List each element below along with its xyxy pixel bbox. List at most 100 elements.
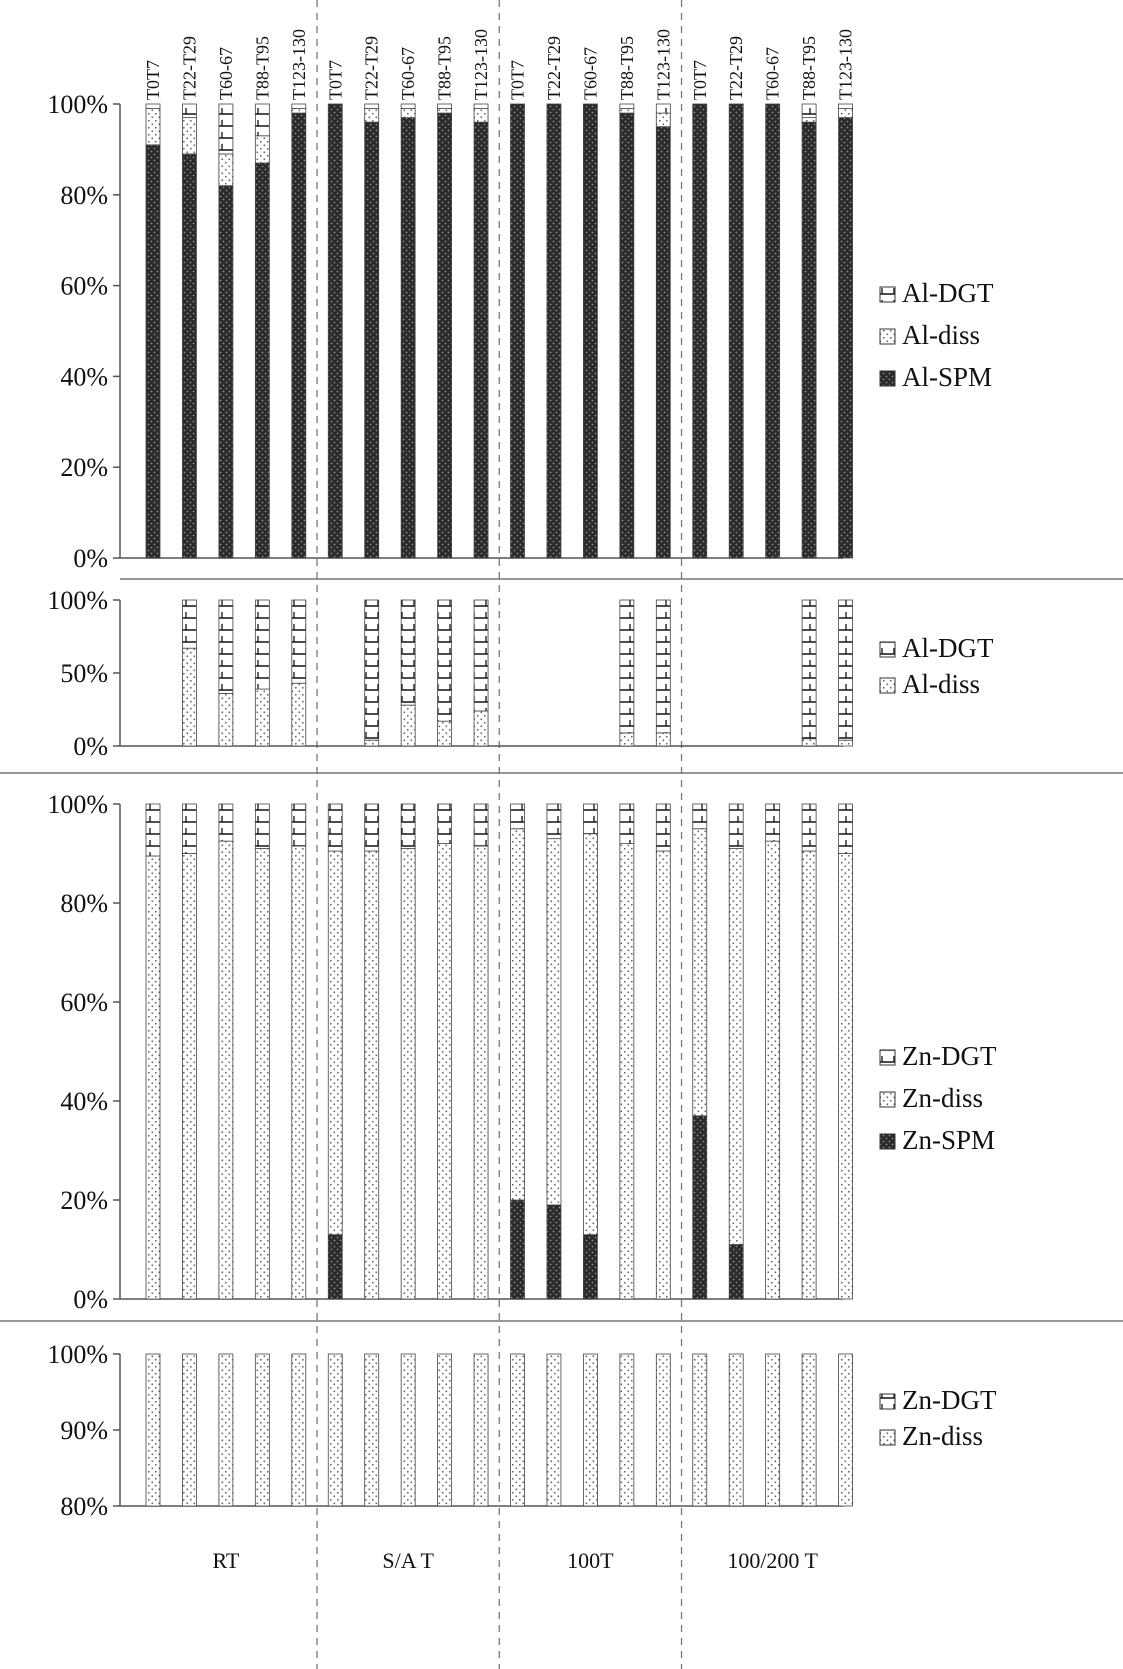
bar-segment-al-dgt	[291, 599, 307, 684]
category-label: T22-T29	[362, 36, 382, 100]
bar-segment-zn-diss	[801, 1353, 817, 1507]
bar-segment-zn-diss	[692, 1353, 708, 1507]
bar-segment-zn-diss	[838, 1353, 853, 1507]
bar-segment-zn-diss	[327, 1353, 343, 1507]
bar-segment-zn-diss	[218, 840, 234, 1300]
bar-segment-zn-diss	[655, 850, 671, 1300]
bar-segment-zn-diss	[473, 1353, 489, 1507]
bar-segment-al-spm	[182, 153, 197, 559]
category-label: T0T7	[325, 60, 345, 100]
bar-segment-al-spm	[400, 117, 416, 559]
bar-segment-zn-diss	[437, 1353, 453, 1507]
legend-swatch	[879, 1429, 896, 1446]
bar-segment-zn-diss	[254, 848, 270, 1300]
bar-segment-zn-dgt	[801, 803, 817, 852]
bar-segment-zn-dgt	[254, 803, 270, 849]
bar-segment-al-diss	[218, 153, 234, 187]
bar-segment-zn-diss	[546, 838, 562, 1206]
bar-segment-zn-spm	[583, 1234, 598, 1300]
bar-segment-al-diss	[400, 108, 416, 119]
bar-segment-zn-diss	[765, 840, 781, 1300]
y-tick-label: 100%	[47, 90, 108, 119]
bar-segment-zn-diss	[400, 848, 416, 1300]
bar-segment-al-diss	[619, 732, 635, 747]
legend-label: Al-diss	[902, 669, 980, 699]
bar-segment-al-spm	[765, 103, 781, 559]
bar-segment-al-diss	[364, 739, 380, 747]
y-tick-label: 90%	[60, 1416, 108, 1445]
category-label: T0T7	[143, 60, 163, 100]
bar-segment-zn-dgt	[510, 803, 525, 830]
bar-segment-zn-dgt	[473, 803, 489, 847]
bar-segment-zn-diss	[182, 853, 197, 1300]
bar-segment-al-dgt	[291, 103, 307, 109]
bar-segment-al-diss	[182, 647, 197, 747]
group-label: RT	[213, 1548, 240, 1573]
bar-segment-zn-dgt	[546, 803, 562, 840]
legend-label: Zn-diss	[902, 1083, 983, 1113]
category-label: T88-T95	[617, 36, 637, 100]
bar-segment-al-diss	[218, 693, 234, 747]
bar-segment-al-diss	[801, 117, 817, 123]
y-tick-label: 100%	[47, 1340, 108, 1369]
category-label: T22-T29	[544, 36, 564, 100]
bar-segment-zn-diss	[619, 843, 635, 1300]
bar-segment-al-dgt	[254, 599, 270, 690]
bar-segment-al-dgt	[473, 103, 489, 109]
bar-segment-zn-dgt	[145, 803, 161, 857]
legend-swatch	[879, 677, 896, 694]
bar-segment-zn-spm	[546, 1204, 562, 1300]
bar-segment-zn-diss	[728, 848, 744, 1245]
bar-segment-zn-diss	[583, 833, 598, 1236]
bar-segment-zn-diss	[254, 1353, 270, 1507]
bar-segment-al-spm	[655, 126, 671, 559]
bar-segment-al-diss	[291, 108, 307, 114]
y-tick-label: 0%	[73, 1285, 108, 1314]
bar-segment-zn-spm	[692, 1115, 708, 1300]
y-tick-label: 40%	[60, 362, 108, 391]
bar-segment-al-dgt	[655, 599, 671, 734]
bar-segment-al-spm	[801, 121, 817, 559]
bar-segment-zn-spm	[728, 1244, 744, 1300]
bar-segment-zn-diss	[218, 1353, 234, 1507]
category-label: T22-T29	[179, 36, 199, 100]
category-label: T60-67	[216, 47, 236, 100]
group-label: S/A T	[382, 1548, 434, 1573]
bar-segment-al-dgt	[254, 103, 270, 137]
legend-label: Zn-diss	[902, 1421, 983, 1451]
bar-segment-zn-diss	[801, 850, 817, 1300]
y-tick-label: 60%	[60, 988, 108, 1017]
bar-segment-al-diss	[655, 112, 671, 128]
group-label: 100/200 T	[727, 1548, 818, 1573]
bar-segment-al-dgt	[400, 103, 416, 109]
bar-segment-zn-dgt	[400, 803, 416, 849]
bar-segment-zn-diss	[583, 1353, 598, 1507]
y-tick-label: 50%	[60, 659, 108, 688]
bar-segment-zn-dgt	[728, 803, 744, 849]
bar-segment-al-spm	[510, 103, 525, 559]
bar-segment-al-dgt	[364, 599, 380, 741]
bar-segment-zn-diss	[437, 843, 453, 1300]
legend-swatch	[879, 1133, 896, 1150]
group-label: 100T	[567, 1548, 614, 1573]
bar-segment-al-dgt	[619, 103, 635, 109]
y-tick-label: 100%	[47, 586, 108, 615]
bar-segment-al-diss	[182, 117, 197, 155]
bar-segment-zn-dgt	[655, 803, 671, 852]
bar-segment-al-diss	[655, 732, 671, 747]
bar-segment-zn-diss	[546, 1353, 562, 1507]
bar-segment-zn-diss	[145, 1353, 161, 1507]
chart-labels: 0% 20% 40% 60% 80% 100% Al-DGT Al-diss Al-SPM 0% 5…	[47, 29, 997, 1573]
chart-bars	[145, 103, 853, 1507]
bar-segment-zn-dgt	[437, 803, 453, 844]
bar-segment-al-dgt	[400, 599, 416, 706]
bar-segment-al-dgt	[218, 599, 234, 694]
category-label: T60-67	[763, 47, 783, 100]
bar-segment-zn-diss	[655, 1353, 671, 1507]
bar-segment-al-dgt	[437, 599, 453, 722]
legend-swatch	[879, 370, 896, 387]
category-label: T60-67	[398, 47, 418, 100]
bar-segment-al-dgt	[218, 103, 234, 155]
